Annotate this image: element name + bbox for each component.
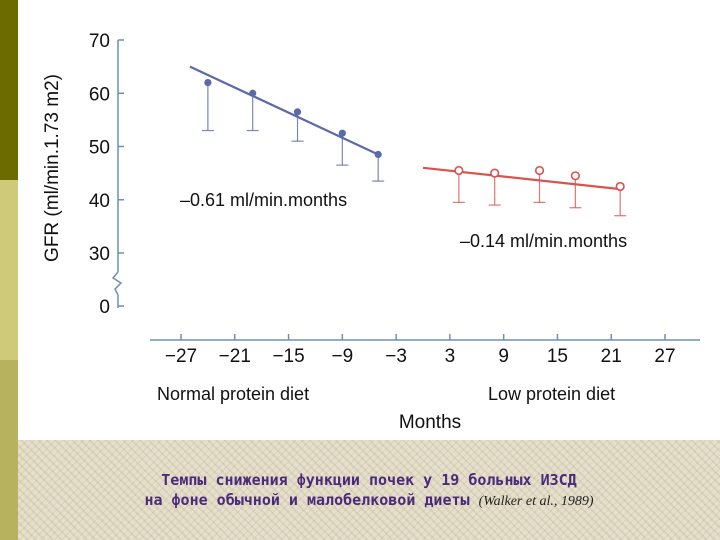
decor-bar-bottom <box>0 360 18 540</box>
caption-line-2-text: на фоне обычной и малобелковой диеты <box>144 491 470 509</box>
data-point <box>338 129 346 137</box>
y-tick-label: 30 <box>89 244 110 265</box>
decor-bar-top <box>0 0 18 180</box>
x-tick-label: 3 <box>445 346 456 367</box>
slope-label-low: –0.14 ml/min.months <box>460 231 627 251</box>
x-tick-label: −27 <box>165 346 197 367</box>
y-axis: 70 60 50 40 30 0 <box>89 31 124 318</box>
y-tick-label: 0 <box>99 297 110 318</box>
caption-line-2: на фоне обычной и малобелковой диеты (Wa… <box>18 490 720 512</box>
data-point <box>490 168 500 178</box>
x-tick-label: −3 <box>385 346 407 367</box>
data-point <box>615 181 625 192</box>
caption-line-1: Темпы снижения функции почек у 19 больны… <box>161 471 577 489</box>
data-point <box>454 165 464 176</box>
y-tick-label: 50 <box>89 138 110 159</box>
y-axis-label: GFR (ml/min.1.73 m2) <box>42 74 63 262</box>
x-axis-label: Months <box>399 412 461 433</box>
figure-caption: Темпы снижения функции почек у 19 больны… <box>18 470 720 512</box>
series-normal-protein <box>189 65 385 182</box>
trend-line <box>189 65 379 156</box>
caption-background <box>18 440 720 540</box>
data-point <box>570 171 580 181</box>
chart-panel <box>18 0 720 440</box>
x-tick-label: −21 <box>219 346 251 367</box>
legend-low-protein: Low protein diet <box>488 384 615 404</box>
data-point <box>293 108 302 116</box>
x-axis: −27 −21 −15 −9 −3 3 9 15 21 27 <box>150 334 700 367</box>
y-tick-label: 60 <box>89 84 110 105</box>
data-point <box>534 165 545 176</box>
legend-normal-protein: Normal protein diet <box>157 384 309 404</box>
y-axis-break <box>111 271 123 296</box>
decor-bar-middle <box>0 180 18 360</box>
series-low-protein <box>422 165 627 217</box>
x-tick-label: 15 <box>547 346 568 367</box>
x-tick-label: 9 <box>498 346 509 367</box>
data-point <box>374 150 382 159</box>
series-layer <box>189 65 627 217</box>
slope-label-normal: –0.61 ml/min.months <box>180 190 347 210</box>
x-tick-label: 27 <box>654 346 675 367</box>
caption-reference: (Walker et al., 1989) <box>478 494 594 509</box>
data-point <box>204 79 212 87</box>
x-tick-label: −9 <box>331 346 353 367</box>
y-tick-label: 40 <box>89 191 110 212</box>
y-tick-label: 70 <box>89 31 110 52</box>
x-tick-label: −15 <box>272 346 304 367</box>
x-tick-label: 21 <box>601 346 622 367</box>
data-point <box>249 89 257 97</box>
trend-line <box>422 166 621 191</box>
